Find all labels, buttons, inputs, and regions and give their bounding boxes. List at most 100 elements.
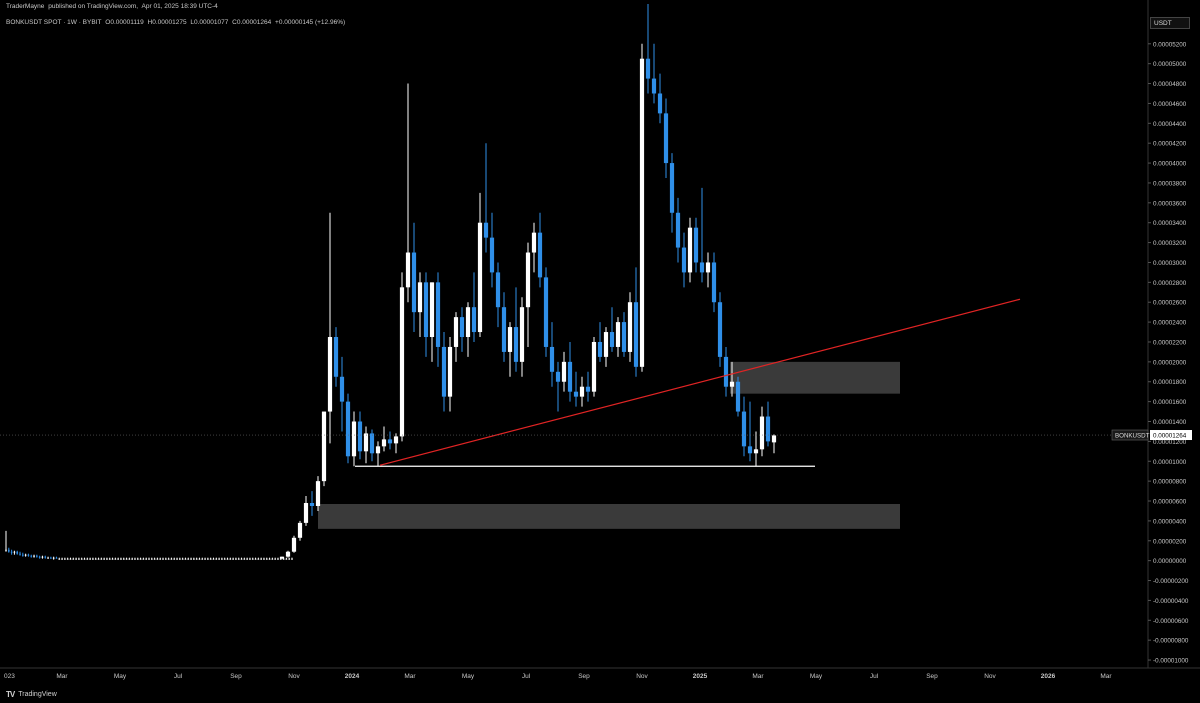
y-tick-label: 0.00003200	[1153, 240, 1187, 247]
candle-body-up	[627, 302, 633, 352]
candle-body-up	[212, 558, 215, 560]
candle-body-down	[309, 503, 315, 506]
candle-body-up	[131, 558, 134, 560]
y-tick-label: -0.00000600	[1153, 618, 1189, 625]
candle-body-down	[27, 554, 30, 556]
x-tick-label: 2024	[345, 673, 360, 680]
candle-body-up	[226, 558, 229, 560]
candle-body-up	[381, 439, 387, 447]
y-tick-label: 0.00004400	[1153, 121, 1187, 128]
candle-body-up	[41, 556, 44, 558]
candle-body-up	[291, 558, 293, 560]
y-tick-label: 0.00001600	[1153, 399, 1187, 406]
x-tick-label: Jul	[870, 673, 879, 680]
candle-body-up	[58, 558, 61, 560]
candle-body-down	[555, 371, 561, 382]
y-tick-label: -0.00000400	[1153, 598, 1189, 605]
candle-body-down	[7, 549, 10, 552]
candle-body-down	[423, 282, 429, 338]
candle-body-down	[681, 247, 687, 273]
y-tick-label: 0.00003800	[1153, 180, 1187, 187]
candle-body-up	[351, 421, 357, 457]
candle-body-up	[108, 558, 111, 560]
candle-body-up	[64, 558, 66, 560]
candle-body-up	[561, 361, 567, 382]
candle-body-up	[447, 346, 453, 397]
candle-body-down	[36, 555, 38, 557]
candle-body-down	[609, 332, 615, 347]
candle-body-up	[507, 327, 513, 352]
candle-body-up	[246, 558, 248, 560]
supply-zone	[730, 361, 900, 394]
tradingview-logo-icon: TV	[6, 690, 15, 699]
header: TraderMayne published on TradingView.com…	[6, 3, 220, 10]
candle-body-up	[265, 558, 268, 560]
y-tick-label: 0.00000600	[1153, 499, 1187, 506]
candle-body-up	[591, 341, 597, 392]
candle-body-down	[483, 222, 489, 238]
candle-body-down	[50, 557, 52, 559]
candle-body-down	[537, 232, 543, 278]
candle-body-down	[44, 556, 47, 558]
tradingview-logo[interactable]: TV TradingView	[6, 690, 57, 699]
candle-body-up	[24, 554, 27, 556]
candle-body-up	[615, 322, 621, 347]
candle-body-up	[240, 558, 243, 560]
published-text: published on TradingView.com,	[48, 3, 139, 10]
candle-body-up	[771, 435, 777, 443]
candle-body-up	[204, 558, 206, 560]
y-tick-label: 0.00005000	[1153, 61, 1187, 68]
candle-body-up	[122, 558, 125, 560]
candle-body-up	[285, 558, 288, 560]
candle-body-up	[639, 58, 645, 367]
candle-body-down	[369, 433, 375, 454]
candle-body-up	[235, 558, 237, 560]
x-tick-label: Sep	[578, 673, 590, 680]
candle-body-up	[243, 558, 246, 560]
candle-body-up	[117, 558, 119, 560]
candle-body-up	[159, 558, 162, 560]
candle-body-up	[223, 558, 226, 560]
trendline	[379, 298, 1021, 466]
y-tick-label: 0.00000800	[1153, 479, 1187, 486]
candle-body-up	[429, 282, 435, 338]
candle-body-down	[513, 327, 519, 362]
candle-body-up	[257, 558, 260, 560]
candle-body-down	[435, 282, 441, 347]
symbol-tag-box	[1111, 429, 1149, 441]
y-tick-label: -0.00001000	[1153, 658, 1189, 665]
currency-label[interactable]: USDT	[1150, 17, 1190, 29]
x-tick-label: Mar	[752, 673, 764, 680]
candle-body-up	[251, 558, 254, 560]
candle-body-up	[66, 558, 69, 560]
candle-body-up	[139, 558, 142, 560]
x-tick-label: 2025	[693, 673, 708, 680]
change-value: +0.00000145 (+12.96%)	[275, 19, 346, 26]
candle-body-up	[193, 558, 195, 560]
candle-body-up	[75, 558, 77, 560]
candle-body-down	[735, 381, 741, 412]
candle-body-down	[387, 439, 393, 444]
x-tick-label: Mar	[1100, 673, 1112, 680]
candle-body-down	[10, 551, 13, 553]
candle-body-up	[145, 558, 148, 560]
candle-body-up	[254, 558, 257, 560]
candle-body-up	[176, 558, 178, 560]
candle-body-up	[291, 537, 297, 552]
candle-body-up	[274, 558, 277, 560]
candle-body-up	[201, 558, 204, 560]
high-value: H0.00001275	[147, 19, 187, 26]
candle-body-up	[114, 558, 117, 560]
y-tick-label: 0.00004200	[1153, 141, 1187, 148]
candle-body-down	[459, 317, 465, 338]
author-name[interactable]: TraderMayne	[6, 3, 45, 10]
symbol-tag-label: BONKUSDT	[1115, 433, 1150, 440]
candle-body-up	[759, 416, 765, 450]
candle-body-up	[207, 558, 209, 560]
candle-body-down	[693, 227, 699, 263]
candle-body-up	[303, 503, 309, 523]
x-tick-label: Nov	[984, 673, 996, 680]
candle-body-down	[333, 337, 339, 377]
candle-body-up	[753, 449, 759, 454]
y-tick-label: 0.00004000	[1153, 161, 1187, 168]
